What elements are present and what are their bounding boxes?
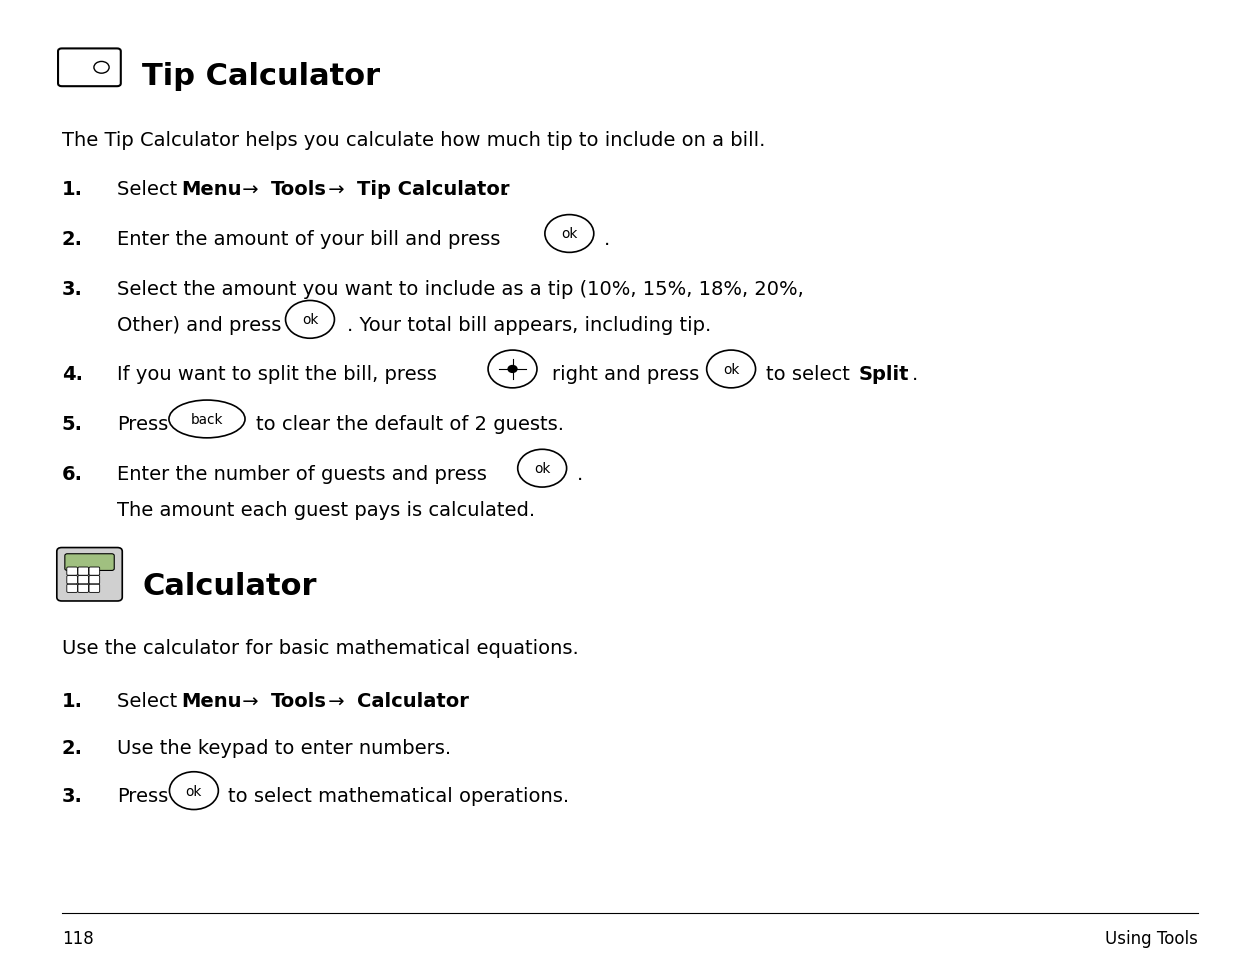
Text: Use the calculator for basic mathematical equations.: Use the calculator for basic mathematica…	[62, 639, 578, 658]
Text: to select mathematical operations.: to select mathematical operations.	[228, 786, 569, 805]
Text: Menu: Menu	[182, 180, 242, 199]
Text: 5.: 5.	[62, 415, 83, 434]
FancyBboxPatch shape	[78, 576, 89, 584]
Text: Calculator: Calculator	[357, 691, 469, 710]
Text: 118: 118	[62, 929, 94, 947]
Text: →: →	[236, 691, 264, 710]
Text: Split: Split	[858, 365, 909, 384]
Text: Select: Select	[117, 180, 184, 199]
Text: Tools: Tools	[270, 180, 326, 199]
Text: .: .	[459, 691, 466, 710]
Text: ok: ok	[534, 461, 551, 476]
Text: The Tip Calculator helps you calculate how much tip to include on a bill.: The Tip Calculator helps you calculate h…	[62, 131, 766, 150]
Text: If you want to split the bill, press: If you want to split the bill, press	[117, 365, 437, 384]
Text: 3.: 3.	[62, 279, 83, 298]
FancyBboxPatch shape	[78, 584, 89, 593]
Text: ok: ok	[722, 362, 740, 376]
Text: back: back	[190, 413, 224, 427]
Text: 6.: 6.	[62, 464, 83, 483]
Text: Select the amount you want to include as a tip (10%, 15%, 18%, 20%,: Select the amount you want to include as…	[117, 279, 804, 298]
Text: Enter the amount of your bill and press: Enter the amount of your bill and press	[117, 230, 500, 249]
FancyBboxPatch shape	[57, 548, 122, 601]
Text: .: .	[577, 464, 583, 483]
Text: The amount each guest pays is calculated.: The amount each guest pays is calculated…	[117, 500, 536, 519]
Text: Tip Calculator: Tip Calculator	[357, 180, 509, 199]
FancyBboxPatch shape	[78, 567, 89, 576]
FancyBboxPatch shape	[58, 50, 121, 87]
Text: .: .	[911, 365, 918, 384]
Text: ok: ok	[185, 783, 203, 798]
Text: 1.: 1.	[62, 180, 83, 199]
Circle shape	[508, 366, 517, 373]
Text: Tip Calculator: Tip Calculator	[142, 62, 380, 91]
Text: →: →	[322, 691, 351, 710]
Text: $: $	[99, 64, 105, 73]
Text: →: →	[322, 180, 351, 199]
Text: right and press: right and press	[552, 365, 699, 384]
Text: Using Tools: Using Tools	[1105, 929, 1198, 947]
Text: Menu: Menu	[182, 691, 242, 710]
Text: Select: Select	[117, 691, 184, 710]
Text: 4.: 4.	[62, 365, 83, 384]
FancyBboxPatch shape	[67, 584, 78, 593]
Text: Calculator: Calculator	[142, 572, 316, 600]
FancyBboxPatch shape	[89, 576, 100, 584]
Text: 2.: 2.	[62, 230, 83, 249]
Text: to select: to select	[766, 365, 856, 384]
Text: Use the keypad to enter numbers.: Use the keypad to enter numbers.	[117, 739, 452, 758]
FancyBboxPatch shape	[64, 555, 114, 571]
Text: 1.: 1.	[62, 691, 83, 710]
Text: Tools: Tools	[270, 691, 326, 710]
FancyBboxPatch shape	[89, 567, 100, 576]
FancyBboxPatch shape	[67, 567, 78, 576]
FancyBboxPatch shape	[89, 584, 100, 593]
Text: 2.: 2.	[62, 739, 83, 758]
Text: to clear the default of 2 guests.: to clear the default of 2 guests.	[256, 415, 563, 434]
Text: Enter the number of guests and press: Enter the number of guests and press	[117, 464, 487, 483]
Text: Other) and press: Other) and press	[117, 315, 282, 335]
Text: 3.: 3.	[62, 786, 83, 805]
Text: .: .	[503, 180, 509, 199]
Text: →: →	[236, 180, 264, 199]
Text: Press: Press	[117, 786, 168, 805]
Text: . Your total bill appears, including tip.: . Your total bill appears, including tip…	[347, 315, 711, 335]
Text: ok: ok	[301, 313, 319, 327]
Text: .: .	[604, 230, 610, 249]
Text: Press: Press	[117, 415, 168, 434]
Text: ok: ok	[561, 227, 578, 241]
FancyBboxPatch shape	[67, 576, 78, 584]
